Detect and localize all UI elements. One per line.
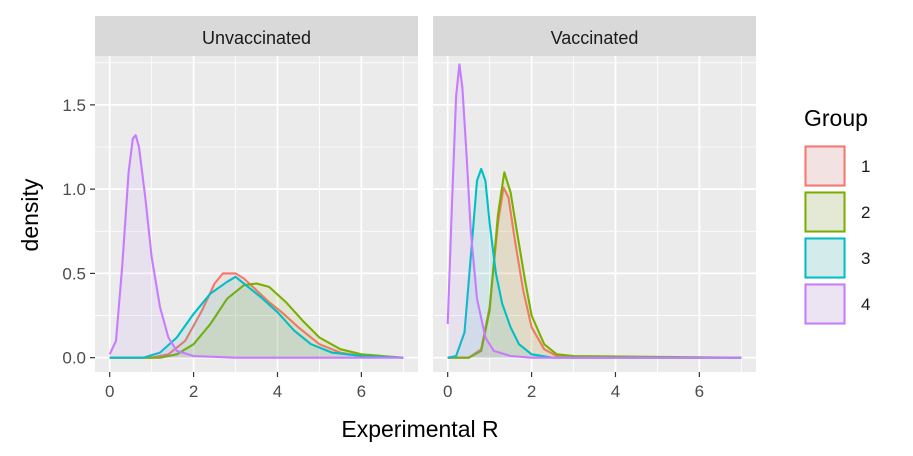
legend: Group 1 2 3 4 <box>804 105 870 325</box>
x-tick-label: 2 <box>189 382 198 401</box>
x-tick-label: 6 <box>695 382 704 401</box>
density-line-group-4 <box>446 63 742 359</box>
legend-item-2: 2 <box>804 191 870 233</box>
legend-key-background <box>804 145 846 187</box>
facet-panel: Unvaccinated <box>95 16 418 372</box>
legend-key-background <box>804 237 846 279</box>
y-tick-label: 0.5 <box>62 264 86 283</box>
facet-strip <box>95 16 418 56</box>
legend-label: 3 <box>861 249 870 268</box>
series-group <box>446 63 742 359</box>
legend-title: Group <box>804 105 868 131</box>
density-line-group-4 <box>108 134 404 359</box>
y-tick-label: 1.5 <box>62 96 86 115</box>
legend-label: 1 <box>861 157 870 176</box>
y-tick-label: 1.0 <box>62 180 86 199</box>
density-line-group-2 <box>447 171 742 359</box>
density-area-group-4 <box>447 64 742 358</box>
x-tick-label: 2 <box>527 382 536 401</box>
density-line-group-3 <box>447 167 742 359</box>
facet-panel: Vaccinated <box>433 16 756 372</box>
x-tick-label: 4 <box>273 382 282 401</box>
legend-key-swatch <box>804 237 846 279</box>
x-tick-label: 6 <box>357 382 366 401</box>
legend-item-4: 4 <box>804 283 870 325</box>
legend-key-swatch <box>804 191 846 233</box>
x-tick-label: 4 <box>611 382 620 401</box>
density-area-group-1 <box>109 273 404 358</box>
density-area-group-3 <box>109 276 404 358</box>
legend-key-background <box>804 283 846 325</box>
panel-background <box>95 56 418 372</box>
density-area-group-2 <box>109 283 404 358</box>
y-axis-title: density <box>17 178 43 251</box>
x-tick-label: 0 <box>105 382 114 401</box>
density-area-group-4 <box>109 135 404 358</box>
legend-key-swatch <box>804 145 846 187</box>
density-line-group-3 <box>109 275 404 359</box>
density-line-group-1 <box>109 272 404 359</box>
facet-panels: Unvaccinated Vaccinated <box>95 16 756 372</box>
facet-strip-label: Unvaccinated <box>202 28 311 48</box>
facet-strip <box>433 16 756 56</box>
x-tick-label: 0 <box>443 382 452 401</box>
legend-item-3: 3 <box>804 237 870 279</box>
density-area-group-2 <box>447 172 742 358</box>
y-tick-label: 0.0 <box>62 349 86 368</box>
legend-key-swatch <box>804 283 846 325</box>
density-area-group-1 <box>447 187 742 358</box>
legend-key-background <box>804 191 846 233</box>
series-group <box>108 134 404 359</box>
density-line-group-2 <box>109 282 404 359</box>
axes: Experimental R density 0 2 4 6 0.0 0.5 1.0 1.5 0… <box>17 96 704 442</box>
legend-label: 2 <box>861 203 870 222</box>
legend-item-1: 1 <box>804 145 870 187</box>
legend-label: 4 <box>861 295 870 314</box>
facet-strip-label: Vaccinated <box>551 28 639 48</box>
x-axis-title: Experimental R <box>341 416 498 442</box>
